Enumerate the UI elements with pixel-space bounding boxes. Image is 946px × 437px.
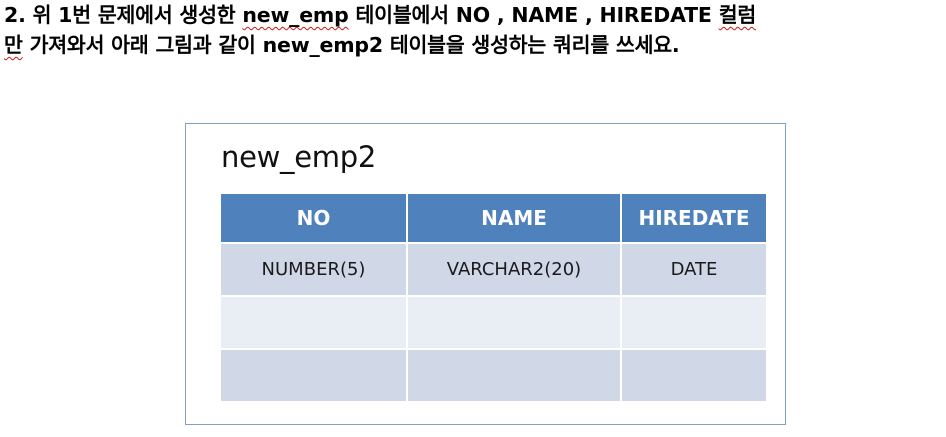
question-line-2-start: 만 [4, 33, 23, 57]
column-header-no: NO [219, 192, 408, 244]
table-cell [406, 295, 622, 350]
question-line-2-text: 가져와서 아래 그림과 같이 new_emp2 테이블을 생성하는 쿼리를 쓰세… [22, 33, 680, 57]
question-line-2: 만 가져와서 아래 그림과 같이 new_emp2 테이블을 생성하는 쿼리를 … [4, 30, 944, 60]
cell-no-type: NUMBER(5) [219, 242, 408, 297]
table-cell [219, 348, 408, 403]
table-row: NUMBER(5) VARCHAR2(20) DATE [219, 242, 768, 297]
cell-name-type: VARCHAR2(20) [406, 242, 622, 297]
cell-hiredate-type: DATE [620, 242, 768, 297]
table-name-new-emp: new_emp [242, 3, 349, 27]
question-line-1-before: 2. 위 1번 문제에서 생성한 [4, 3, 243, 27]
column-header-name: NAME [406, 192, 622, 244]
table-title: new_emp2 [221, 140, 376, 174]
header-row: NO NAME HIREDATE [219, 192, 768, 244]
table-row [219, 295, 768, 350]
table-cell [620, 348, 768, 403]
column-header-hiredate: HIREDATE [620, 192, 768, 244]
question-text: 2. 위 1번 문제에서 생성한 new_emp 테이블에서 NO , NAME… [4, 0, 944, 60]
question-line-1-end: 컬럼 [718, 3, 757, 27]
schema-table: NO NAME HIREDATE NUMBER(5) VARCHAR2(20) … [219, 192, 768, 403]
table-cell [620, 295, 768, 350]
table-row [219, 348, 768, 403]
question-line-1: 2. 위 1번 문제에서 생성한 new_emp 테이블에서 NO , NAME… [4, 0, 944, 30]
question-line-1-middle: 테이블에서 NO , NAME , HIREDATE [348, 3, 719, 27]
table-figure: new_emp2 NO NAME HIREDATE NUMBER(5) VARC… [185, 123, 786, 425]
table-cell [406, 348, 622, 403]
table-cell [219, 295, 408, 350]
